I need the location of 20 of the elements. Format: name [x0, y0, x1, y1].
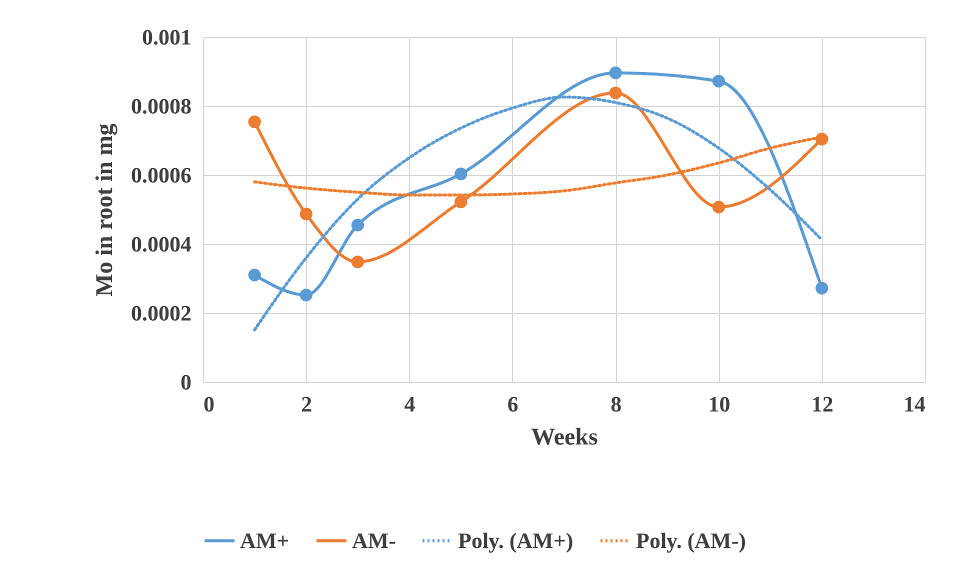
x-tick-label: 4: [404, 392, 416, 416]
legend-label: AM-: [352, 528, 396, 553]
x-tick-label: 10: [708, 392, 730, 416]
x-tick-label: 2: [301, 392, 312, 416]
legend-label: Poly. (AM+): [458, 528, 574, 553]
legend-label: Poly. (AM-): [636, 528, 746, 553]
y-tick-label: 0.0002: [131, 300, 192, 326]
x-tick-label: 6: [507, 392, 518, 416]
x-tick-label: 8: [610, 392, 622, 416]
y-axis-title: Mo in root in mg: [92, 124, 118, 296]
x-tick-label: 0: [204, 392, 214, 416]
y-tick-label: 0.0008: [131, 94, 192, 118]
y-tick-label: 0.0004: [131, 232, 192, 256]
x-tick-label: 12: [811, 392, 834, 416]
y-tick-label: 0.001: [142, 24, 192, 50]
y-tick-label: 0.0006: [131, 162, 192, 188]
y-tick-label: 0: [180, 370, 192, 394]
x-axis-title: Weeks: [531, 424, 598, 450]
x-tick-label: 14: [904, 392, 926, 416]
legend-label: AM+: [240, 528, 290, 553]
